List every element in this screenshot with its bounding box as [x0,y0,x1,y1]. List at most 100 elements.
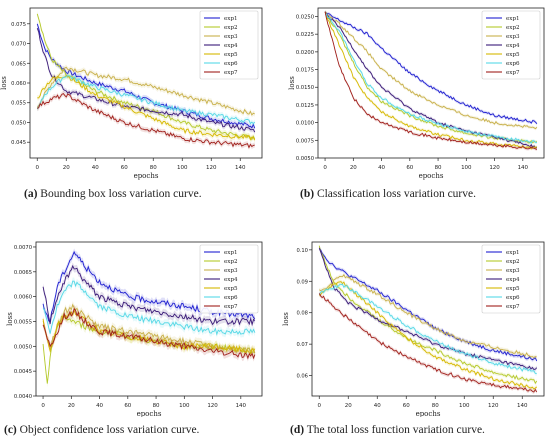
legend-box [481,244,541,314]
series-band-exp6 [319,282,537,376]
y-tick-label: 0.08 [296,311,308,317]
x-axis-label: epochs [137,410,162,417]
y-tick-label: 0.06 [296,374,308,380]
legend-label-exp1: exp1 [224,16,238,22]
series-band-exp5 [43,306,255,358]
series-line-exp1 [324,11,538,125]
y-tick-label: 0.0225 [296,32,314,38]
x-tick-label: 120 [489,165,500,171]
y-tick-label: 0.0050 [296,156,314,162]
series-line-exp6 [324,13,538,144]
y-tick-label: 0.075 [11,22,26,28]
caption-d-text: The total loss function variation curve. [304,424,485,436]
legend-label-exp5: exp5 [506,286,520,292]
y-tick-label: 0.09 [296,279,308,285]
y-axis-label: loss [282,312,290,326]
x-tick-label: 100 [179,403,190,409]
x-tick-label: 20 [63,165,70,171]
legend-label-exp6: exp6 [224,61,238,67]
x-tick-label: 40 [96,403,103,409]
series-line-exp1 [318,247,538,362]
x-tick-label: 120 [488,403,499,409]
series-line-exp1 [42,250,256,323]
legend-box [481,10,541,80]
y-tick-label: 0.050 [11,120,26,126]
x-tick-label: 0 [41,403,45,409]
caption-b: (b) Classification loss variation curve. [300,188,476,200]
series-line-exp4 [42,264,256,327]
y-tick-label: 0.0060 [14,295,32,301]
x-tick-label: 20 [350,165,357,171]
series-line-exp6 [318,283,537,375]
chart-panel-a: 0 20 40 60 80 100 120 140 0.045 0.050 0.055 0.060 0.… [0,0,270,182]
x-tick-label: 80 [435,165,442,171]
chart-panel-d: 0 20 40 60 80 100 120 140 0.06 0.07 0.08 0.09 0.10 ep… [282,232,550,417]
x-tick-label: 100 [459,403,470,409]
y-tick-label: 0.0125 [296,103,314,109]
legend-label-exp5: exp5 [224,52,238,58]
y-tick-label: 0.0150 [296,85,314,91]
caption-a: (a) Bounding box loss variation curve. [24,188,202,200]
series-band-exp4 [319,246,537,372]
legend-label-exp4: exp4 [224,277,238,283]
legend-label-exp3: exp3 [224,268,238,274]
legend-label-exp5: exp5 [224,286,238,292]
y-tick-label: 0.0075 [296,138,314,144]
x-tick-label: 0 [36,165,40,171]
x-tick-label: 60 [124,403,131,409]
y-tick-label: 0.0200 [296,50,314,56]
series-line-exp7 [318,293,538,393]
series-line-exp5 [319,281,538,390]
x-axis-label: epochs [419,172,444,180]
x-tick-label: 60 [121,165,128,171]
x-tick-label: 140 [517,403,528,409]
caption-a-text: Bounding box loss variation curve. [37,188,202,200]
y-tick-label: 0.0045 [14,369,32,375]
legend-label-exp7: exp7 [506,304,520,310]
y-axis-label: loss [6,312,14,326]
chart-b: 0 20 40 60 80 100 120 140 0.0050 0.0075 0.0100 0.01… [288,7,545,180]
y-tick-label: 0.070 [11,42,26,48]
x-tick-label: 100 [461,165,472,171]
legend-label-exp7: exp7 [224,70,238,76]
series-line-exp7 [37,92,255,149]
caption-b-label: (b) [300,188,315,200]
series-band-exp1 [325,10,537,126]
caption-c-label: (c) [4,424,17,436]
series-line-exp7 [324,11,538,150]
series-line-exp4 [318,248,538,370]
x-tick-label: 80 [150,165,157,171]
x-tick-label: 40 [374,403,381,409]
x-tick-label: 60 [403,403,410,409]
legend-label-exp2: exp2 [506,25,520,31]
legend-label-exp6: exp6 [506,61,520,67]
series-line-exp3 [324,12,538,130]
legend-label-exp6: exp6 [506,295,520,301]
x-tick-label: 80 [153,403,160,409]
legend-label-exp7: exp7 [224,304,238,310]
x-tick-label: 140 [235,165,246,171]
y-tick-label: 0.045 [11,140,26,146]
series-band-exp5 [319,279,537,392]
series-line-exp6 [42,280,256,336]
legend-label-exp3: exp3 [506,34,520,40]
series-band-exp4 [37,25,255,135]
y-tick-label: 0.0055 [14,319,32,325]
x-tick-label: 100 [177,165,188,171]
x-tick-label: 20 [68,403,75,409]
legend-box [199,10,259,80]
legend-label-exp1: exp1 [224,250,238,256]
legend-label-exp2: exp2 [224,259,238,265]
series-line-exp4 [324,11,537,149]
legend-label-exp2: exp2 [224,25,238,31]
x-tick-label: 120 [207,403,218,409]
legend-box [199,244,259,314]
x-tick-label: 120 [206,165,217,171]
legend-label-exp1: exp1 [506,16,520,22]
y-tick-label: 0.0070 [14,245,32,251]
caption-a-label: (a) [24,188,38,200]
x-tick-label: 140 [236,403,247,409]
y-tick-label: 0.060 [11,81,26,87]
series-line-exp1 [36,23,256,129]
series-band-exp1 [43,248,255,326]
